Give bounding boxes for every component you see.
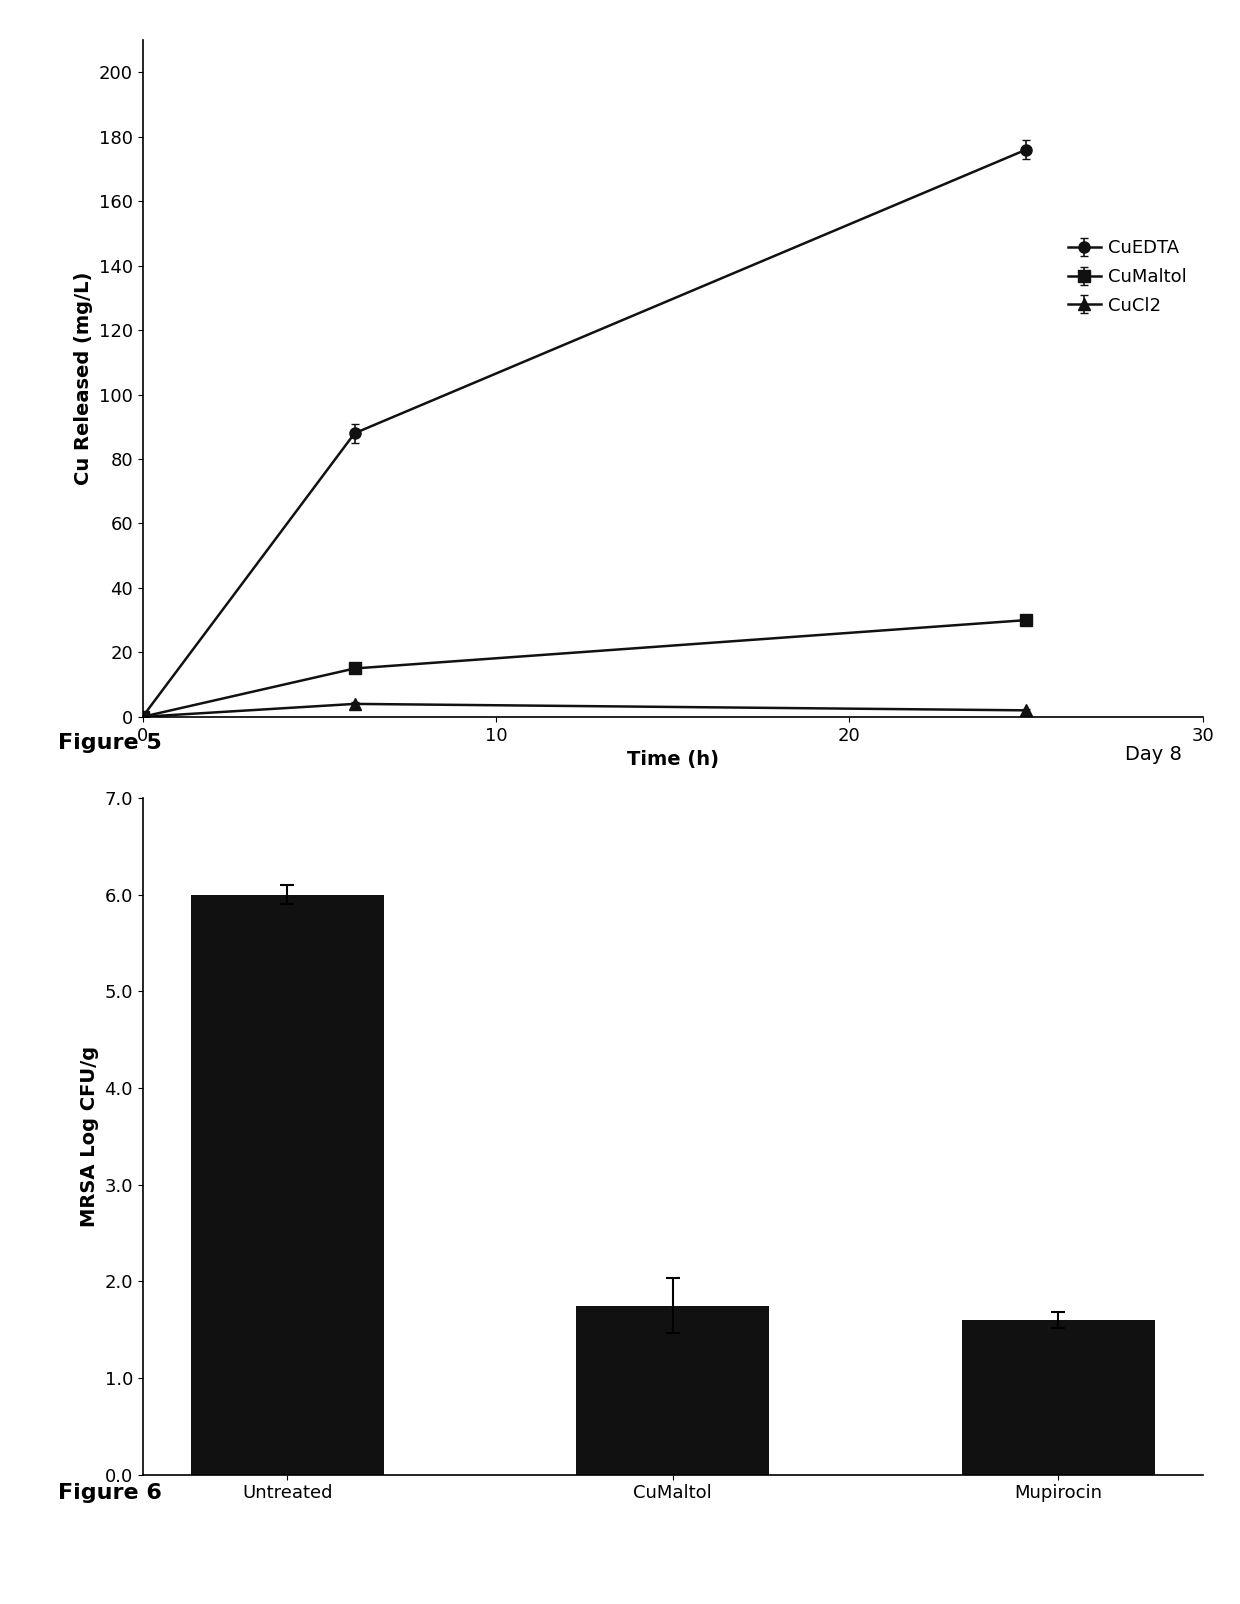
Bar (577, 1306, 769, 1474)
Bar (191, 895, 383, 1474)
Y-axis label: MRSA Log CFU/g: MRSA Log CFU/g (79, 1046, 99, 1227)
Text: Day 8: Day 8 (1125, 746, 1182, 764)
Bar (962, 1320, 1154, 1474)
X-axis label: Time (h): Time (h) (626, 751, 719, 768)
Y-axis label: Cu Released (mg/L): Cu Released (mg/L) (74, 271, 93, 484)
Text: Figure 5: Figure 5 (58, 733, 161, 752)
Legend: CuEDTA, CuMaltol, CuCl2: CuEDTA, CuMaltol, CuCl2 (1061, 233, 1194, 322)
Text: Figure 6: Figure 6 (58, 1482, 161, 1503)
